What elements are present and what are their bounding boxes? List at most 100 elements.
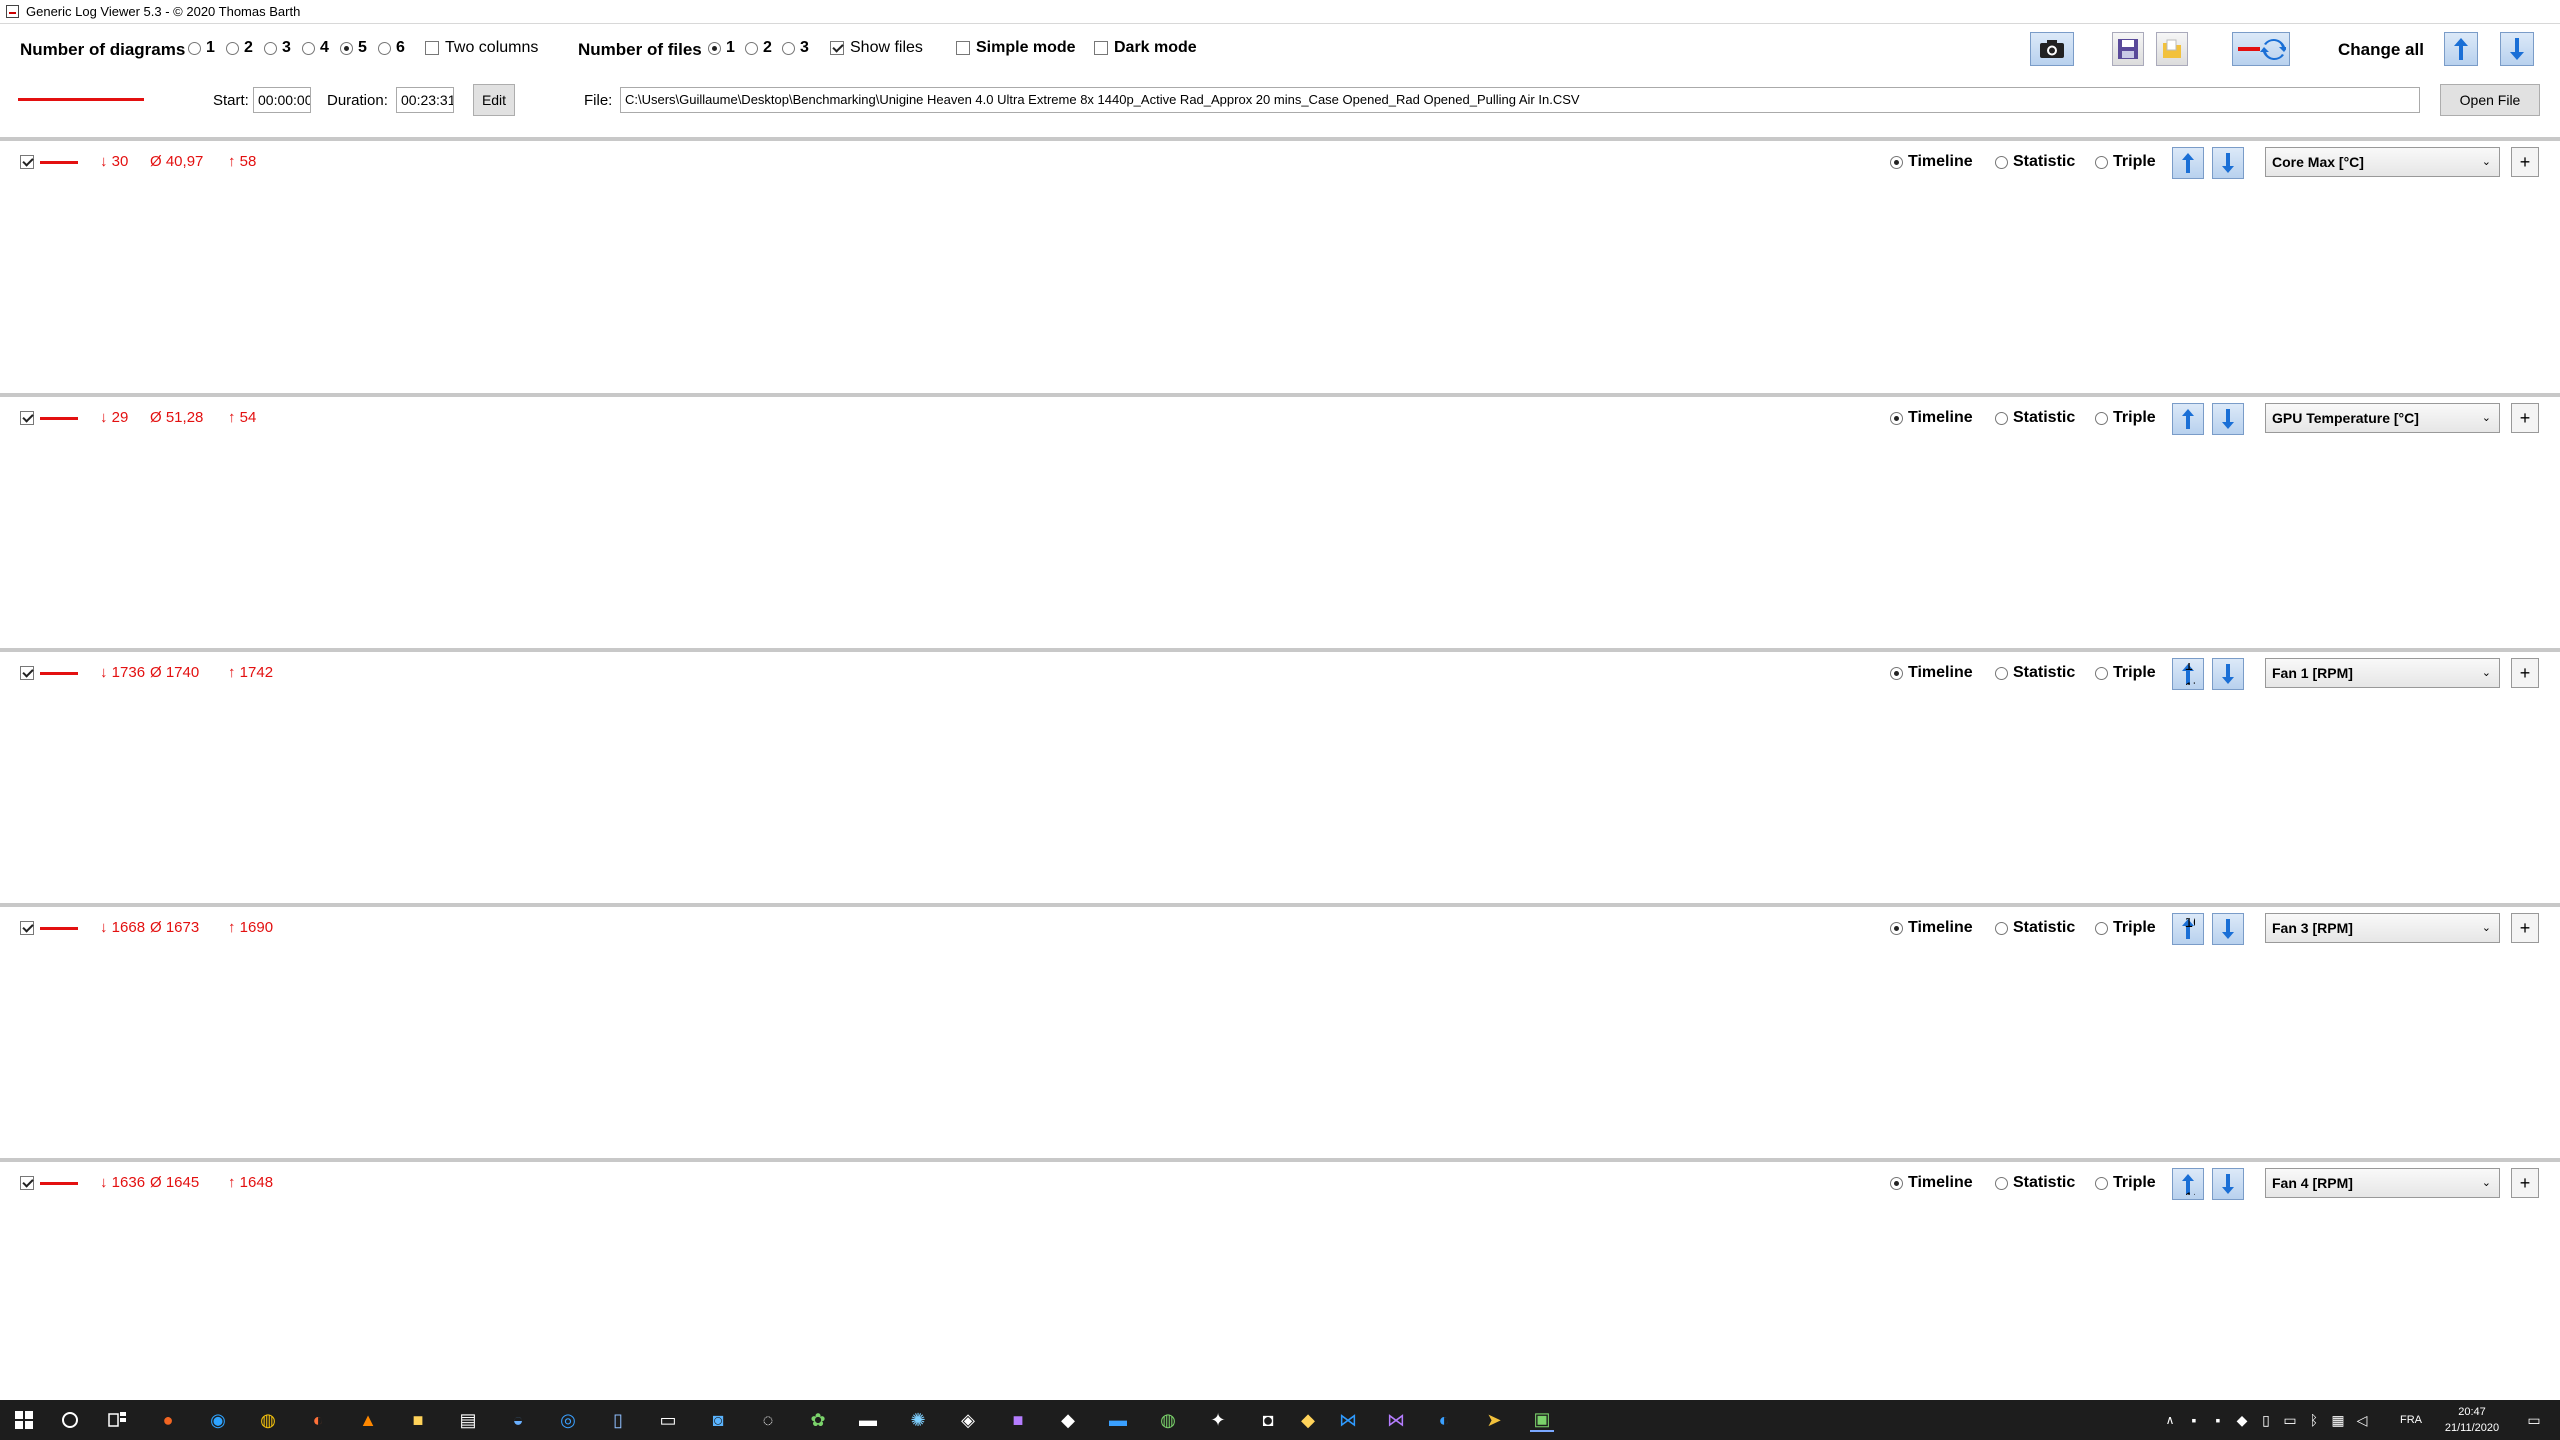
- statistic-radio[interactable]: Statistic: [1995, 1174, 2075, 1192]
- move-diagram-down-button[interactable]: [2212, 1168, 2244, 1200]
- dark-mode-checkbox[interactable]: Dark mode: [1094, 39, 1197, 57]
- radio-circle[interactable]: [782, 41, 795, 55]
- radio-circle-selected[interactable]: [1890, 155, 1903, 169]
- radio-circle[interactable]: [226, 41, 239, 55]
- tray-app-icon[interactable]: ▪: [2191, 1412, 2197, 1428]
- show-files-checkbox[interactable]: Show files: [830, 39, 923, 57]
- series-color-swatch[interactable]: [40, 417, 78, 420]
- app-icon-arrow[interactable]: ➤: [1486, 1409, 1502, 1430]
- app-icon-cube[interactable]: ◈: [961, 1409, 975, 1430]
- app-icon-circle[interactable]: ◎: [560, 1409, 576, 1430]
- tray-chevron-up-icon[interactable]: ∧: [2165, 1413, 2175, 1427]
- timeline-chart[interactable]: [0, 181, 2560, 396]
- checkbox-box[interactable]: [1094, 41, 1108, 55]
- checkbox-box[interactable]: [956, 41, 970, 55]
- radio-circle[interactable]: [745, 41, 758, 55]
- diagram-radio-1[interactable]: 1: [188, 39, 215, 57]
- files-radio-2[interactable]: 2: [745, 39, 772, 57]
- diagram-radio-5[interactable]: 5: [340, 39, 367, 57]
- app-icon-weather[interactable]: ◐: [1438, 1409, 1450, 1430]
- diagram-visible-checkbox[interactable]: [20, 666, 34, 680]
- move-diagram-up-button[interactable]: 30405000:00:0000:00:3000:01:0000:01:3000…: [2172, 403, 2204, 435]
- move-all-up-button[interactable]: [2444, 32, 2478, 66]
- firefox-browser-icon[interactable]: ◐: [312, 1409, 324, 1430]
- tray-clock[interactable]: 20:47 21/11/2020: [2440, 1404, 2504, 1436]
- file-line-color-swatch[interactable]: [18, 98, 144, 101]
- steam-icon[interactable]: ◒: [512, 1409, 524, 1430]
- chrome-browser-icon[interactable]: ◍: [260, 1409, 276, 1430]
- triple-radio[interactable]: Triple: [2095, 919, 2156, 937]
- visual-studio-icon[interactable]: ⋈: [1387, 1409, 1405, 1430]
- series-color-swatch[interactable]: [40, 927, 78, 930]
- app-icon-chat[interactable]: ◙: [712, 1409, 724, 1430]
- files-radio-1[interactable]: 1: [708, 39, 735, 57]
- radio-circle-selected[interactable]: [708, 41, 721, 55]
- timeline-chart[interactable]: [0, 947, 2560, 1162]
- statistic-radio[interactable]: Statistic: [1995, 409, 2075, 427]
- triple-radio[interactable]: Triple: [2095, 153, 2156, 171]
- triple-radio[interactable]: Triple: [2095, 409, 2156, 427]
- radio-circle-selected[interactable]: [1890, 921, 1903, 935]
- timeline-radio[interactable]: Timeline: [1890, 409, 1973, 427]
- app-icon-purple[interactable]: ■: [1012, 1409, 1024, 1430]
- radio-circle[interactable]: [1995, 666, 2008, 680]
- move-diagram-up-button[interactable]: 16701680169000:00:0000:00:3000:01:0000:0…: [2172, 913, 2204, 945]
- add-series-button[interactable]: +: [2511, 147, 2539, 177]
- move-diagram-down-button[interactable]: [2212, 403, 2244, 435]
- vscode-icon[interactable]: ⋈: [1339, 1409, 1357, 1430]
- radio-circle[interactable]: [2095, 411, 2108, 425]
- start-time-input[interactable]: 00:00:00: [253, 87, 311, 113]
- duration-input[interactable]: 00:23:31: [396, 87, 454, 113]
- radio-circle[interactable]: [2095, 155, 2108, 169]
- series-color-swatch[interactable]: [40, 1182, 78, 1185]
- sensor-select[interactable]: GPU Temperature [°C] ⌄: [2265, 403, 2500, 433]
- sensor-select[interactable]: Fan 4 [RPM] ⌄: [2265, 1168, 2500, 1198]
- timeline-radio[interactable]: Timeline: [1890, 1174, 1973, 1192]
- app-icon-fan[interactable]: ✺: [910, 1409, 926, 1430]
- simple-mode-checkbox[interactable]: Simple mode: [956, 39, 1076, 57]
- radio-circle[interactable]: [264, 41, 277, 55]
- diagram-visible-checkbox[interactable]: [20, 155, 34, 169]
- diagram-visible-checkbox[interactable]: [20, 411, 34, 425]
- diagram-radio-3[interactable]: 3: [264, 39, 291, 57]
- notification-icon[interactable]: ▭: [2527, 1411, 2541, 1428]
- add-series-button[interactable]: +: [2511, 913, 2539, 943]
- add-series-button[interactable]: +: [2511, 658, 2539, 688]
- timeline-radio[interactable]: Timeline: [1890, 153, 1973, 171]
- two-columns-checkbox[interactable]: Two columns: [425, 39, 538, 57]
- move-diagram-up-button[interactable]: 1640164500:00:0000:00:3000:01:0000:01:30…: [2172, 1168, 2204, 1200]
- radio-circle[interactable]: [378, 41, 391, 55]
- app-icon-diamond[interactable]: ◆: [1061, 1409, 1075, 1430]
- triple-radio[interactable]: Triple: [2095, 664, 2156, 682]
- edit-button[interactable]: Edit: [473, 84, 515, 116]
- sensor-select[interactable]: Fan 1 [RPM] ⌄: [2265, 658, 2500, 688]
- tray-app-icon-2[interactable]: ▪: [2215, 1412, 2221, 1428]
- radio-circle-selected[interactable]: [1890, 666, 1903, 680]
- move-diagram-up-button[interactable]: 30405000:00:0000:00:3000:01:0000:01:3000…: [2172, 147, 2204, 179]
- swap-files-button[interactable]: [2232, 32, 2290, 66]
- move-diagram-down-button[interactable]: [2212, 913, 2244, 945]
- tray-volume-icon[interactable]: ◁: [2356, 1411, 2368, 1428]
- radio-circle[interactable]: [1995, 1176, 2008, 1190]
- timeline-radio[interactable]: Timeline: [1890, 664, 1973, 682]
- app-icon-green[interactable]: ✿: [810, 1409, 826, 1430]
- radio-circle[interactable]: [302, 41, 315, 55]
- open-folder-button[interactable]: [2156, 32, 2188, 66]
- radio-circle[interactable]: [1995, 155, 2008, 169]
- move-all-down-button[interactable]: [2500, 32, 2534, 66]
- app-icon-disc[interactable]: ◌: [762, 1409, 774, 1430]
- timeline-chart[interactable]: [0, 1202, 2560, 1417]
- tray-dropbox-icon[interactable]: ◆: [2236, 1411, 2248, 1428]
- radio-circle[interactable]: [188, 41, 201, 55]
- radio-circle-selected[interactable]: [1890, 411, 1903, 425]
- timeline-chart[interactable]: [0, 437, 2560, 652]
- diagram-visible-checkbox[interactable]: [20, 921, 34, 935]
- app-icon-orange[interactable]: ●: [162, 1409, 174, 1430]
- search-icon[interactable]: [58, 1408, 82, 1432]
- file-explorer-icon[interactable]: ■: [412, 1409, 424, 1430]
- tray-network-icon[interactable]: ▦: [2331, 1411, 2345, 1428]
- app-icon-chat-2[interactable]: ◘: [1262, 1409, 1274, 1430]
- diagram-radio-6[interactable]: 6: [378, 39, 405, 57]
- app-icon-tools[interactable]: ✦: [1210, 1409, 1226, 1430]
- radio-circle[interactable]: [1995, 411, 2008, 425]
